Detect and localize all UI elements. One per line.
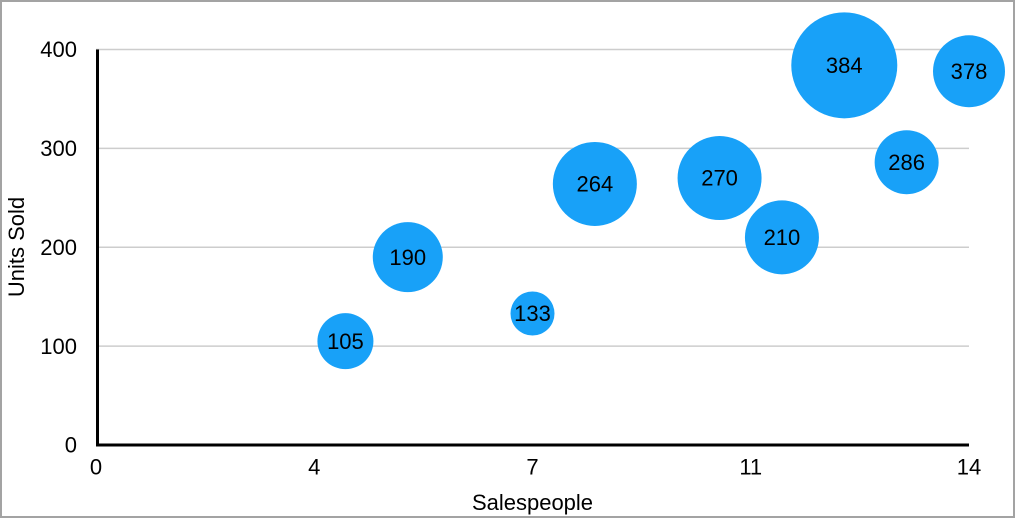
bubble-378 <box>933 35 1005 108</box>
bubble-286 <box>874 130 939 195</box>
y-tick-label-400: 400 <box>40 37 77 62</box>
y-tick-label-0: 0 <box>65 433 77 458</box>
y-tick-label-200: 200 <box>40 235 77 260</box>
bubble-105 <box>317 313 374 370</box>
bubble-label-264: 264 <box>576 172 613 197</box>
bubble-label-378: 378 <box>951 59 988 84</box>
bubble-label-190: 190 <box>389 245 426 270</box>
bubble-190 <box>372 222 443 293</box>
y-tick-label-100: 100 <box>40 334 77 359</box>
bubble-384 <box>791 12 898 119</box>
bubble-label-133: 133 <box>514 301 551 326</box>
bubble-label-270: 270 <box>701 166 738 191</box>
y-axis-title: Units Sold <box>4 196 29 298</box>
bubble-264 <box>552 141 637 226</box>
x-tick-label-14: 14 <box>957 455 981 480</box>
bubble-label-286: 286 <box>888 150 925 175</box>
x-tick-label-0: 0 <box>90 455 102 480</box>
bubble-270 <box>677 136 762 221</box>
bubble-label-210: 210 <box>764 225 801 250</box>
x-axis-title: Salespeople <box>471 490 594 515</box>
x-tick-label-7: 7 <box>526 455 538 480</box>
bubble-210 <box>744 200 819 275</box>
y-tick-label-300: 300 <box>40 136 77 161</box>
x-tick-label-4: 4 <box>308 455 320 480</box>
bubble-label-384: 384 <box>826 53 863 78</box>
bubble-label-105: 105 <box>327 329 364 354</box>
bubble-133 <box>510 291 555 336</box>
x-tick-label-11: 11 <box>739 455 762 480</box>
